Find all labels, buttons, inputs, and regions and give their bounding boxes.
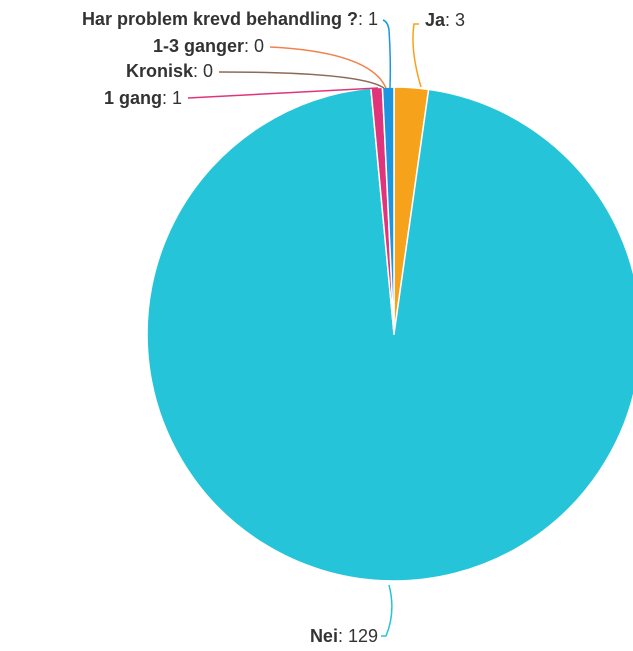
label-connectors (187, 19, 422, 637)
data-label-name: 1 gang (104, 88, 162, 108)
data-label-name: Har problem krevd behandling ? (82, 9, 358, 29)
data-label: Kronisk: 0 (126, 61, 213, 81)
data-label-value: : 0 (193, 61, 213, 81)
pie-slices (146, 86, 633, 582)
data-label: 1-3 ganger: 0 (153, 36, 264, 56)
data-label-name: Kronisk (126, 61, 194, 81)
data-label-value: : 3 (445, 10, 465, 30)
data-label-name: Nei (310, 626, 338, 646)
data-label-value: : 129 (338, 626, 378, 646)
connector-line (187, 87, 379, 99)
data-label: Har problem krevd behandling ?: 1 (82, 9, 378, 29)
data-label-name: 1-3 ganger (153, 36, 244, 56)
data-label-name: Ja (425, 10, 446, 30)
connector-line (269, 46, 387, 89)
data-label-value: : 0 (244, 36, 264, 56)
connector-line (381, 584, 393, 637)
pie-slice-nei[interactable] (146, 87, 633, 582)
data-label: Nei: 129 (310, 626, 378, 646)
data-label-value: : 1 (162, 88, 182, 108)
connector-line (412, 23, 422, 88)
data-label: Ja: 3 (425, 10, 465, 30)
connector-line (382, 19, 392, 89)
data-label: 1 gang: 1 (104, 88, 182, 108)
connector-line (218, 71, 385, 89)
data-label-value: : 1 (358, 9, 378, 29)
